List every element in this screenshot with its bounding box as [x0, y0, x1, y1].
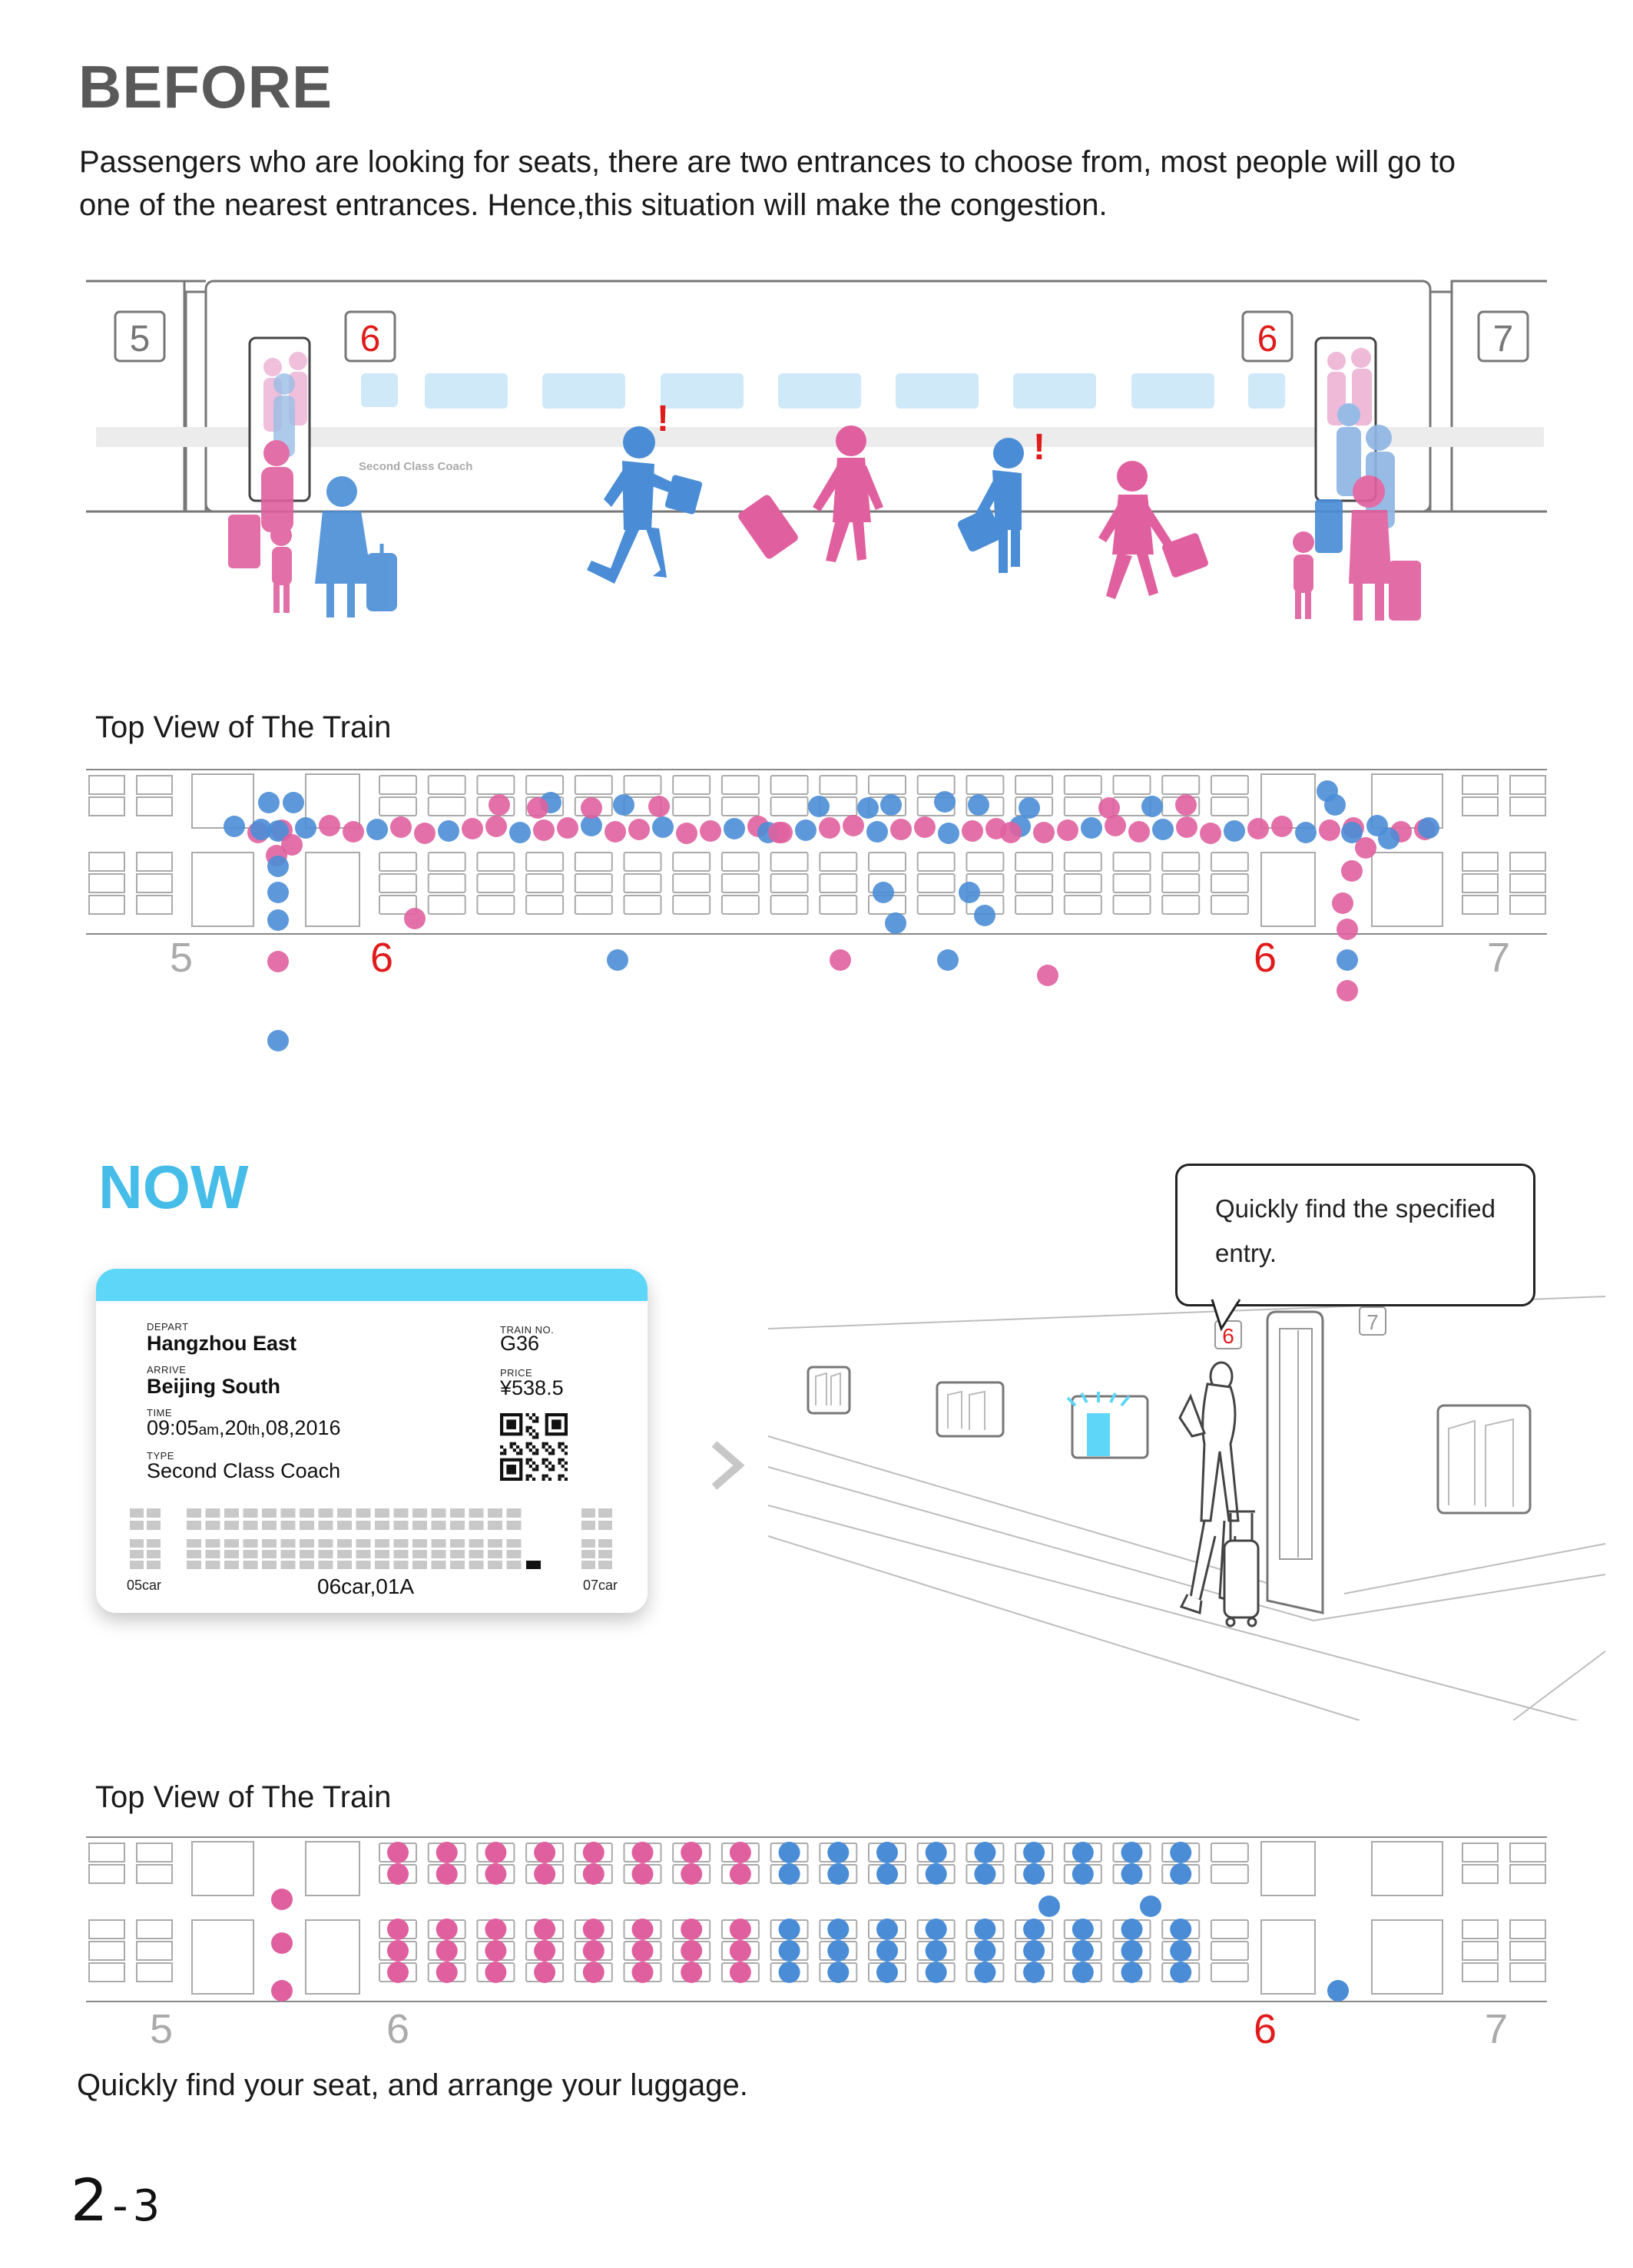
price: ¥538.5 — [500, 1376, 564, 1399]
person-blue-running — [587, 426, 703, 584]
illus-next-sign: 7 — [1366, 1310, 1379, 1334]
coach-label: Second Class Coach — [359, 460, 472, 473]
nt-car-7-label: 7 — [1485, 2006, 1508, 2052]
arrive-label: ARRIVE — [147, 1364, 187, 1376]
person-blue-looking — [957, 438, 1024, 573]
crowd-left — [228, 352, 397, 617]
nt-door-6-right-label: 6 — [1254, 2006, 1277, 2052]
bt-car-7-label: 7 — [1487, 935, 1510, 981]
crowd-right — [1293, 348, 1421, 621]
coach-type: Second Class Coach — [147, 1459, 341, 1482]
car-5-sign-text: 5 — [130, 319, 151, 359]
chevron-right-icon — [711, 1441, 745, 1490]
before-top-view: 5 6 6 7 — [86, 769, 1547, 1051]
page-number: 2-3 — [71, 2166, 161, 2234]
person-pink-luggage — [738, 425, 883, 562]
person-pink-walking — [1098, 461, 1208, 599]
alert-mark-2: ! — [1033, 427, 1045, 468]
before-heading: BEFORE — [78, 53, 333, 121]
car-next-label: 07car — [583, 1578, 618, 1593]
before-top-view-title: Top View of The Train — [95, 710, 392, 744]
seat-assignment: 06car,01A — [317, 1574, 415, 1598]
door-6-right-sign-text: 6 — [1257, 319, 1278, 359]
train-no: G36 — [500, 1332, 540, 1355]
traveler-figure — [1178, 1361, 1260, 1627]
nt-car-5-label: 5 — [150, 2006, 173, 2052]
car-7-sign-text: 7 — [1493, 319, 1514, 359]
coupling-left — [184, 290, 207, 513]
coupling-right — [1429, 290, 1453, 513]
depart-station: Hangzhou East — [147, 1332, 297, 1355]
depart-label: DEPART — [147, 1321, 189, 1333]
door-6-right-sign — [1241, 310, 1293, 363]
door-6-left-sign — [344, 310, 396, 363]
departure-time: 09:05am,20th,08,2016 — [147, 1416, 341, 1439]
highlighted-seat — [1087, 1413, 1110, 1456]
car-prev-label: 05car — [127, 1578, 162, 1593]
car-7-sign — [1477, 310, 1529, 363]
bt-car-5-label: 5 — [170, 935, 193, 981]
before-description: Passengers who are looking for seats, th… — [79, 145, 1456, 222]
car-5-sign — [114, 310, 166, 363]
arrive-station: Beijing South — [147, 1375, 280, 1398]
bt-door-6-right-label: 6 — [1254, 935, 1277, 981]
alert-mark-1: ! — [657, 399, 669, 439]
type-label: TYPE — [147, 1450, 174, 1462]
speech-bubble-tail — [1211, 1298, 1241, 1332]
speech-bubble-text: Quickly find the specified entry. — [1215, 1194, 1496, 1267]
footer-caption: Quickly find your seat, and arrange your… — [77, 2068, 748, 2102]
nt-door-6-left-label: 6 — [386, 2006, 409, 2052]
price-label: PRICE — [500, 1367, 533, 1379]
before-train-side-view: 5 6 6 7 Second Class Coach — [86, 280, 1547, 621]
train-ticket: DEPART Hangzhou East ARRIVE Beijing Sout… — [96, 1269, 648, 1613]
ticket-header-bar — [96, 1269, 648, 1301]
window-row — [361, 373, 1285, 409]
now-heading: NOW — [98, 1153, 249, 1221]
illus-door-sign: 6 — [1222, 1324, 1234, 1348]
speech-bubble — [1175, 1164, 1535, 1306]
time-label: TIME — [147, 1407, 173, 1419]
boarding-illustration: 6 7 — [767, 1296, 1606, 1720]
body-stripe — [96, 427, 1544, 447]
now-top-view: 5 6 6 7 — [86, 1836, 1547, 2052]
door-6-left-sign-text: 6 — [360, 319, 381, 359]
train-no-label: TRAIN NO. — [500, 1324, 555, 1336]
now-top-view-title: Top View of The Train — [95, 1780, 392, 1814]
bt-door-6-left-label: 6 — [370, 935, 393, 981]
ticket-seat-map — [130, 1508, 612, 1569]
qr-code — [500, 1413, 568, 1481]
